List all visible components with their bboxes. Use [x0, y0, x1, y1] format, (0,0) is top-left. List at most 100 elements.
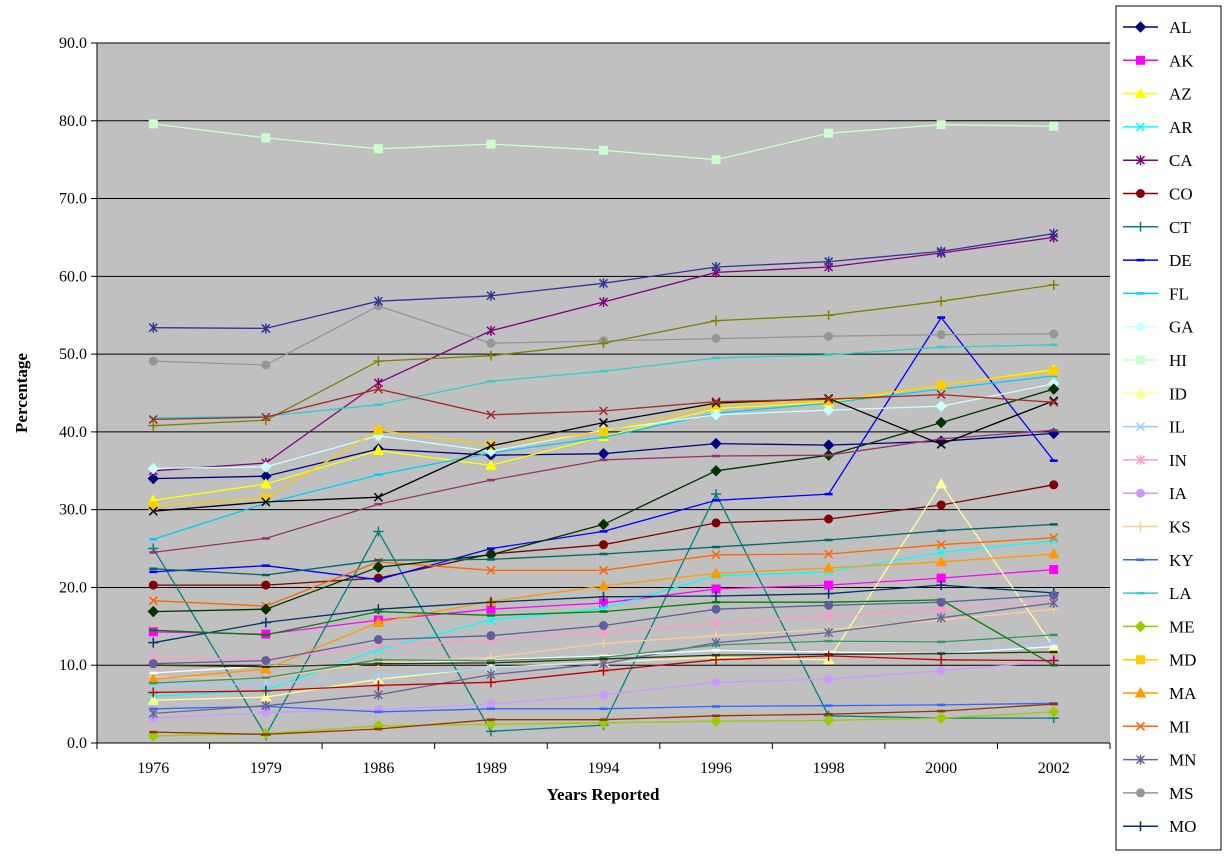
legend-label: MO: [1169, 817, 1196, 836]
data-point-mi-2000: [936, 540, 946, 550]
legend-label: CT: [1169, 218, 1191, 237]
data-point-me-1998: [822, 714, 835, 727]
series-la: [149, 343, 1058, 420]
data-point-or-1998: [824, 394, 834, 404]
data-point-sc-2002: [1048, 655, 1059, 666]
legend-label: MA: [1169, 684, 1197, 703]
legend-item-mn: MN: [1123, 751, 1196, 770]
x-tick-label-1996: 1996: [700, 760, 732, 777]
data-point-ia-1996: [711, 677, 721, 687]
y-tick-label: 0.0: [67, 735, 87, 752]
data-point-ms-1979: [261, 360, 271, 370]
data-point-in-1998: [824, 611, 834, 622]
data-point-ma-1998: [822, 561, 835, 573]
data-point-nc-1989: [486, 441, 496, 451]
data-point-or-1989: [486, 410, 496, 420]
series-ok: [148, 279, 1059, 431]
data-point-al-1996: [710, 437, 722, 450]
legend-marker-ct: [1135, 221, 1146, 232]
data-point-nv-1994: [597, 518, 610, 531]
legend-marker-hi: [1136, 355, 1145, 365]
y-tick-label: 90.0: [59, 35, 87, 52]
legend-item-me: ME: [1123, 617, 1195, 636]
data-point-nc-1986: [373, 492, 383, 502]
series-ri: [148, 590, 1059, 669]
series-nj: [149, 702, 1058, 736]
data-point-me-2002: [1048, 706, 1060, 718]
legend-box: [1115, 5, 1222, 851]
data-point-mn-1976: [148, 708, 158, 719]
data-point-sc-2000: [936, 654, 947, 665]
data-point-md-1998: [824, 396, 834, 406]
data-point-nc-1979: [261, 497, 271, 507]
data-point-ms-1976: [148, 356, 158, 366]
data-point-ga-2000: [935, 400, 947, 412]
data-point-ga-1979: [260, 461, 272, 473]
legend-marker-ia: [1136, 488, 1145, 498]
legend-marker-ma: [1134, 686, 1147, 698]
data-point-ok-1976: [148, 420, 159, 431]
series-sc: [148, 650, 1059, 698]
data-point-mn-1986: [373, 689, 383, 700]
data-point-ga-1996: [710, 409, 722, 421]
legend-marker-mn: [1135, 754, 1146, 765]
data-point-il-1979: [261, 679, 271, 689]
x-axis-title: Years Reported: [547, 785, 660, 804]
data-point-ri-1986: [373, 635, 383, 645]
data-point-ar-2000: [936, 547, 946, 557]
legend-label: IL: [1169, 418, 1185, 437]
data-point-ia-2000: [936, 666, 946, 676]
series-ia: [148, 656, 1059, 723]
legend-label: KY: [1169, 551, 1194, 570]
legend-marker-ms: [1136, 788, 1145, 798]
series-nm: [149, 429, 1058, 554]
data-point-hi-2002: [1049, 121, 1059, 131]
data-point-id-1976: [147, 694, 160, 705]
data-point-ny-2000: [936, 246, 946, 257]
data-point-ct-1996: [711, 489, 722, 500]
data-point-ok-1989: [485, 350, 496, 361]
legend-label: ME: [1169, 617, 1195, 636]
series-hi: [148, 119, 1059, 165]
data-point-ma-1986: [372, 616, 385, 627]
series-ny: [148, 228, 1059, 334]
data-point-co-1996: [711, 518, 721, 528]
legend-label: ID: [1169, 384, 1187, 403]
data-point-nc-1994: [598, 418, 609, 428]
legend-label: MI: [1169, 717, 1190, 736]
data-point-mo-2000: [936, 580, 947, 591]
data-point-nc-1996: [711, 398, 721, 408]
y-tick-label: 30.0: [59, 502, 87, 519]
data-point-ny-1976: [148, 322, 158, 333]
data-point-hi-1986: [373, 144, 383, 154]
y-tick-label: 70.0: [59, 191, 87, 208]
x-tick-label-1986: 1986: [362, 760, 394, 777]
legend-marker-az: [1134, 87, 1147, 99]
data-point-mi-1998: [824, 549, 834, 559]
data-point-ak-1998: [824, 580, 834, 590]
y-axis-ticks: 0.0 10.0 20.0 30.0 40.0 50.0 60.0 70.0 80.0 90.0: [59, 35, 97, 752]
data-point-sc-1994: [598, 665, 609, 676]
legend-item-ia: IA: [1123, 484, 1188, 503]
data-point-al-1976: [147, 472, 159, 485]
data-point-ok-1996: [711, 315, 722, 326]
legend-marker-ak: [1136, 55, 1145, 65]
legend-marker-id: [1134, 387, 1147, 398]
data-point-sc-1996: [711, 654, 722, 665]
y-tick-label: 80.0: [59, 113, 87, 130]
data-point-mo-1994: [598, 591, 609, 602]
data-point-sc-1998: [823, 650, 834, 661]
legend-items: AL AK AZ AR CA CO CT DE FL GA HI ID IL IN IA KS KY LA ME MD…: [1123, 18, 1197, 836]
data-point-nv-2002: [1048, 383, 1060, 395]
legend-item-de: DE: [1123, 251, 1192, 270]
data-point-co-2000: [936, 500, 946, 510]
data-point-az-1979: [259, 477, 272, 489]
legend-item-ct: CT: [1123, 218, 1191, 237]
legend-marker-co: [1136, 189, 1145, 198]
x-tick-label-1976: 1976: [137, 760, 169, 777]
series-ky: [149, 702, 1058, 714]
legend-item-ar: AR: [1123, 118, 1193, 137]
data-point-sc-1986: [373, 680, 384, 691]
legend-item-al: AL: [1123, 18, 1192, 37]
